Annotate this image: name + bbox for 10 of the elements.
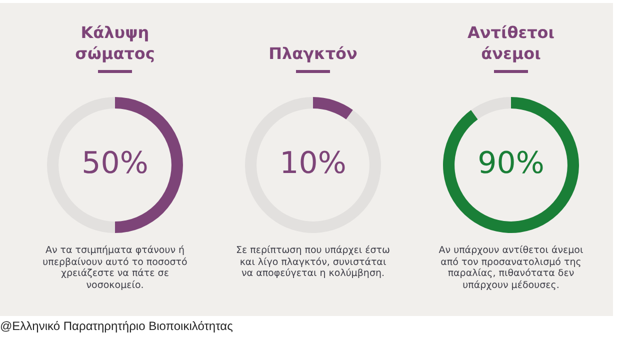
text: Αν υπάρχουν αντίθετοι άνεμοι από τον προσανατολισμό της παραλίας, πιθανότατα δεν υπάρχουν μέδουσες. — [438, 245, 584, 291]
data-label: 90% — [478, 146, 544, 181]
chart-title: Αντίθετοι άνεμοι — [466, 22, 556, 64]
chart-title: Πλαγκτόν — [268, 43, 358, 64]
data-label: 10% — [280, 146, 346, 181]
data-label: 50% — [82, 146, 148, 181]
chart-title: Κάλυψη σώματος — [74, 22, 156, 64]
text: Σε περίπτωση που υπάρχει έστω και λίγο πλαγκτόν, συνιστάται να αποφεύγεται η κολύμβηση. — [235, 245, 391, 280]
text: @Ελληνικό Παρατηρητήριο Βιοποικιλότητας — [0, 319, 233, 333]
text: Αν τα τσιμπήματα φτάνουν ή υπερβαίνουν αυτό το ποσοστό χρειάζεστε να πάτε σε νοσοκομείο. — [42, 245, 188, 291]
